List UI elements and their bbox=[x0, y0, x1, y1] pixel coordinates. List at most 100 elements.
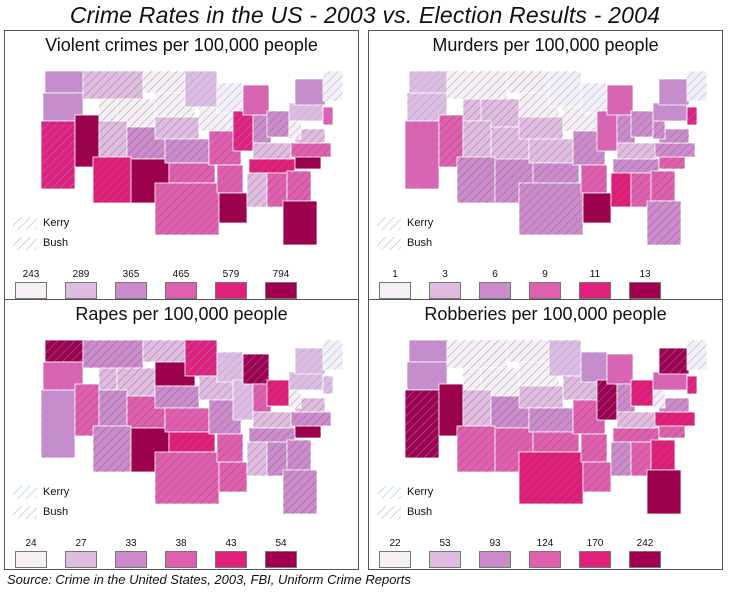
bush-hatch-overlay bbox=[457, 426, 495, 472]
legend-color-swatch bbox=[115, 282, 147, 299]
bush-hatch-overlay bbox=[165, 139, 209, 163]
legend-break-value: 13 bbox=[639, 269, 651, 280]
bush-hatch-overlay bbox=[617, 412, 657, 428]
figure-title: Crime Rates in the US - 2003 vs. Electio… bbox=[69, 2, 661, 28]
legend-color-swatch bbox=[479, 551, 511, 568]
bush-hatch-overlay bbox=[647, 201, 681, 245]
kerry-hatch-overlay bbox=[607, 354, 633, 384]
panel-title: Murders per 100,000 people bbox=[432, 35, 659, 55]
bush-hatch-overlay bbox=[651, 171, 675, 201]
legend-color-swatch bbox=[265, 551, 297, 568]
legend-class: 170 bbox=[577, 538, 613, 569]
legend-color-swatch bbox=[479, 282, 511, 299]
state-regions bbox=[40, 70, 344, 246]
legend-color-swatch bbox=[629, 282, 661, 299]
bush-hatch-swatch bbox=[377, 237, 401, 250]
bush-hatch-overlay bbox=[267, 173, 287, 207]
color-legend: 22 53 93 124 170 242 bbox=[369, 538, 722, 569]
legend-break-value: 43 bbox=[225, 538, 237, 549]
bush-hatch-overlay bbox=[463, 121, 491, 157]
bush-hatch-overlay bbox=[291, 143, 331, 157]
bush-hatch-overlay bbox=[631, 111, 653, 137]
bush-hatch-overlay bbox=[219, 193, 247, 223]
kerry-hatch-overlay bbox=[217, 352, 243, 382]
bush-hatch-overlay bbox=[655, 143, 695, 157]
bush-hatch-overlay bbox=[283, 201, 317, 245]
bush-hatch-overlay bbox=[253, 115, 271, 143]
legend-color-swatch bbox=[579, 282, 611, 299]
kerry-hatch-overlay bbox=[659, 79, 689, 105]
kerry-hatch-overlay bbox=[41, 390, 75, 458]
legend-break-value: 289 bbox=[72, 269, 90, 280]
bush-hatch-overlay bbox=[617, 115, 635, 143]
bush-hatch-overlay bbox=[533, 163, 579, 183]
legend-class: 33 bbox=[113, 538, 149, 569]
bush-hatch-overlay bbox=[247, 173, 267, 207]
legend-break-value: 93 bbox=[489, 538, 501, 549]
legend-color-swatch bbox=[215, 551, 247, 568]
kerry-hatch-overlay bbox=[295, 79, 325, 105]
legend-color-swatch bbox=[429, 282, 461, 299]
bush-hatch-overlay bbox=[295, 129, 325, 143]
kerry-hatch-overlay bbox=[323, 376, 333, 394]
bush-hatch-overlay bbox=[659, 398, 689, 412]
bush-hatch-overlay bbox=[581, 434, 607, 462]
legend-break-value: 53 bbox=[439, 538, 451, 549]
kerry-label: Kerry bbox=[43, 486, 70, 498]
bush-hatch-overlay bbox=[99, 390, 127, 426]
color-legend: 243 289 365 465 579 794 bbox=[5, 269, 358, 300]
bush-hatch-overlay bbox=[611, 442, 631, 476]
legend-color-swatch bbox=[65, 282, 97, 299]
bush-hatch-overlay bbox=[219, 462, 247, 492]
legend-class: 53 bbox=[427, 538, 463, 569]
bush-hatch-swatch bbox=[13, 237, 37, 250]
bush-hatch-overlay bbox=[617, 143, 657, 159]
legend-color-swatch bbox=[265, 282, 297, 299]
kerry-hatch-overlay bbox=[233, 111, 253, 151]
kerry-hatch-overlay bbox=[687, 376, 697, 394]
kerry-hatch-overlay bbox=[607, 85, 633, 115]
bush-hatch-overlay bbox=[613, 159, 659, 173]
kerry-hatch-swatch bbox=[13, 217, 37, 230]
panel-title: Robberies per 100,000 people bbox=[424, 304, 667, 324]
bush-hatch-overlay bbox=[217, 434, 243, 462]
bush-hatch-overlay bbox=[247, 442, 267, 476]
legend-color-swatch bbox=[115, 551, 147, 568]
bush-hatch-overlay bbox=[217, 165, 243, 193]
bush-hatch-overlay bbox=[289, 390, 301, 408]
bush-hatch-overlay bbox=[647, 470, 681, 514]
bush-hatch-overlay bbox=[529, 139, 573, 163]
bush-hatch-overlay bbox=[651, 440, 675, 470]
legend-break-value: 3 bbox=[442, 269, 448, 280]
legend-class: 9 bbox=[527, 269, 563, 300]
kerry-hatch-overlay bbox=[405, 390, 439, 458]
state-regions bbox=[404, 70, 708, 246]
us-map-robberies bbox=[404, 339, 708, 515]
legend-class: 289 bbox=[63, 269, 99, 300]
bush-hatch-overlay bbox=[653, 121, 665, 139]
bush-hatch-overlay bbox=[289, 121, 301, 139]
us-map-violent bbox=[40, 70, 344, 246]
kerry-hatch-overlay bbox=[323, 71, 343, 101]
bush-hatch-overlay bbox=[659, 129, 689, 143]
legend-color-swatch bbox=[65, 551, 97, 568]
bush-hatch-overlay bbox=[165, 408, 209, 432]
kerry-hatch-overlay bbox=[323, 107, 333, 125]
legend-break-value: 1 bbox=[392, 269, 398, 280]
bush-hatch-overlay bbox=[253, 412, 293, 428]
legend-class: 124 bbox=[527, 538, 563, 569]
bush-hatch-overlay bbox=[155, 117, 199, 139]
kerry-hatch-overlay bbox=[45, 340, 83, 362]
legend-class: 43 bbox=[213, 538, 249, 569]
legend-color-swatch bbox=[629, 551, 661, 568]
panel-violent-crimes: Violent crimes per 100,000 people Kerry … bbox=[4, 30, 359, 301]
bush-hatch-overlay bbox=[155, 386, 199, 408]
bush-hatch-overlay bbox=[533, 432, 579, 452]
legend-class: 3 bbox=[427, 269, 463, 300]
bush-hatch-swatch bbox=[377, 506, 401, 519]
bush-hatch-overlay bbox=[617, 384, 635, 412]
legend-class: 465 bbox=[163, 269, 199, 300]
legend-color-swatch bbox=[529, 282, 561, 299]
bush-hatch-overlay bbox=[83, 340, 143, 368]
